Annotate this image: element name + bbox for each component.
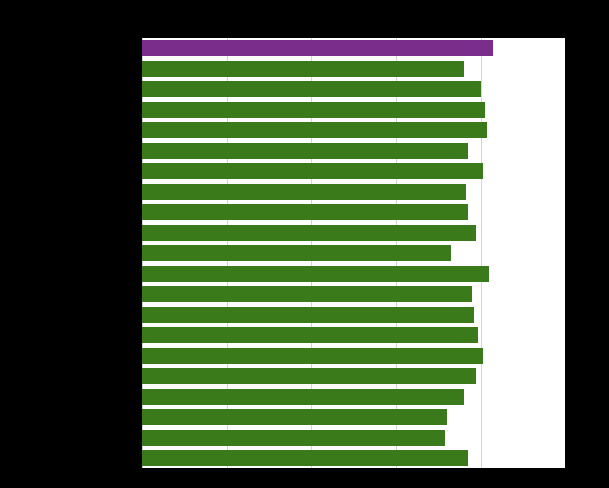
Bar	[142, 102, 485, 119]
Bar	[142, 82, 481, 98]
Bar	[142, 184, 466, 201]
Bar	[142, 348, 482, 364]
Bar	[142, 450, 468, 466]
Bar	[142, 430, 445, 446]
Bar	[142, 143, 468, 160]
Bar	[142, 327, 479, 344]
Bar	[142, 246, 451, 262]
Bar	[142, 286, 472, 303]
Bar	[142, 225, 476, 241]
Bar	[142, 164, 482, 180]
Bar	[142, 409, 446, 426]
Bar	[142, 41, 493, 57]
Bar	[142, 389, 463, 405]
Bar	[142, 62, 463, 78]
Bar	[142, 307, 474, 323]
Bar	[142, 123, 487, 139]
Bar	[142, 205, 468, 221]
Bar	[142, 266, 489, 282]
Bar	[142, 368, 476, 385]
